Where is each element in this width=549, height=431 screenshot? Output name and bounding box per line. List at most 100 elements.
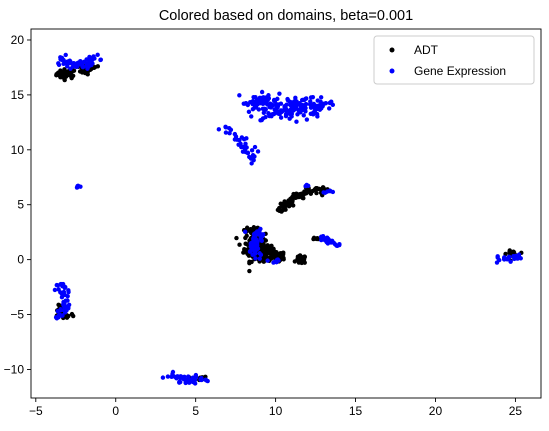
data-point [508, 259, 513, 264]
legend-box [373, 35, 535, 85]
data-point [328, 240, 334, 245]
data-point [249, 114, 254, 119]
data-point [251, 157, 256, 163]
data-point [308, 190, 313, 195]
data-point [321, 101, 327, 106]
points-layer [52, 52, 524, 386]
data-point [257, 251, 262, 256]
data-point [60, 282, 66, 288]
x-tick-label: −5 [29, 404, 43, 418]
data-point [308, 111, 314, 117]
data-point [308, 105, 314, 110]
data-point [87, 59, 92, 65]
data-point [58, 68, 63, 73]
data-point [495, 254, 500, 259]
data-point [258, 100, 263, 106]
data-point [236, 142, 241, 147]
data-point [68, 66, 73, 71]
data-point [304, 191, 309, 196]
chart-title: Colored based on domains, beta=0.001 [159, 8, 413, 24]
data-point [259, 89, 265, 95]
data-point [281, 202, 287, 207]
data-point [281, 255, 286, 261]
data-point [327, 106, 332, 111]
data-point [310, 94, 316, 100]
data-point [61, 289, 67, 295]
data-point [55, 308, 60, 314]
data-point [248, 244, 253, 249]
data-point [247, 154, 252, 160]
data-point [252, 144, 258, 150]
data-point [82, 59, 87, 65]
data-point [249, 148, 255, 153]
data-point [512, 256, 518, 261]
data-point [216, 127, 222, 132]
axes: −5 0 5 10 15 20 25 −10 −5 0 5 10 15 20 [4, 28, 542, 418]
data-point [66, 302, 72, 307]
data-point [247, 249, 253, 254]
data-point [278, 115, 284, 120]
data-point [295, 112, 300, 117]
data-point [52, 287, 58, 293]
data-point [223, 130, 229, 135]
data-point [254, 238, 260, 244]
data-point [278, 101, 284, 106]
data-point [63, 69, 69, 74]
data-point [261, 98, 266, 104]
x-tick-label: 25 [509, 404, 523, 418]
x-tick-label: 20 [429, 404, 443, 418]
data-point [261, 248, 267, 253]
data-point [294, 99, 299, 104]
data-point [275, 104, 281, 109]
plot-area [52, 52, 524, 386]
data-point [66, 306, 71, 311]
data-point [254, 102, 259, 107]
data-point [264, 98, 269, 104]
data-point [205, 378, 210, 384]
data-point [321, 190, 326, 195]
data-point [60, 313, 65, 318]
data-point [263, 107, 268, 112]
data-point [244, 233, 249, 239]
data-point [250, 101, 256, 106]
data-point [293, 95, 298, 101]
data-point [227, 130, 232, 136]
data-point [316, 106, 322, 111]
data-point [247, 268, 252, 274]
data-point [179, 374, 184, 379]
x-tick-label: 0 [112, 404, 119, 418]
data-point [285, 96, 290, 102]
data-point [242, 247, 247, 252]
data-point [311, 236, 316, 242]
data-point [267, 104, 272, 110]
data-point [223, 124, 228, 130]
data-point [250, 107, 256, 112]
data-point [234, 235, 239, 241]
data-point [516, 254, 521, 259]
data-point [259, 238, 264, 243]
data-point [68, 60, 73, 66]
data-point [190, 379, 196, 385]
data-point [65, 298, 70, 303]
data-point [253, 95, 258, 100]
data-point [258, 118, 263, 123]
data-point [55, 72, 61, 77]
legend-marker [389, 47, 395, 53]
data-point [54, 316, 60, 321]
data-point [298, 108, 303, 113]
data-point [242, 229, 248, 235]
data-point [253, 256, 258, 261]
data-point [278, 201, 283, 206]
data-point [271, 111, 277, 117]
data-point [199, 377, 204, 383]
data-point [62, 301, 67, 307]
data-point [243, 141, 248, 146]
data-point [261, 259, 266, 264]
data-point [56, 287, 61, 292]
data-point [261, 95, 266, 100]
data-point [286, 198, 291, 203]
data-point [298, 104, 304, 109]
data-point [259, 232, 264, 237]
data-point [320, 185, 326, 190]
data-point [178, 379, 183, 385]
